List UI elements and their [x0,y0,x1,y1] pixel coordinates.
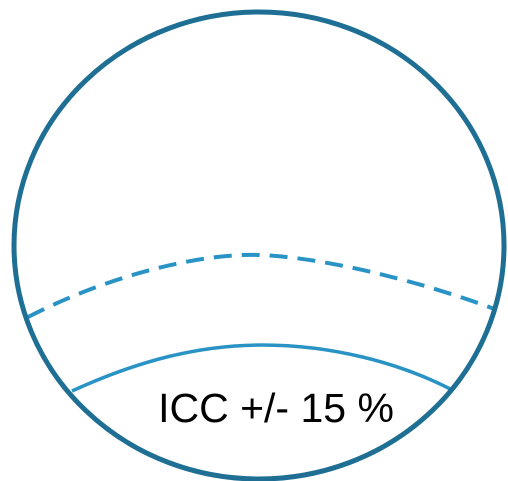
outer-circle [11,9,507,481]
solid-boundary-curve [71,343,457,394]
dashed-boundary-line [27,252,504,319]
icc-label: ICC +/- 15 % [158,385,394,431]
